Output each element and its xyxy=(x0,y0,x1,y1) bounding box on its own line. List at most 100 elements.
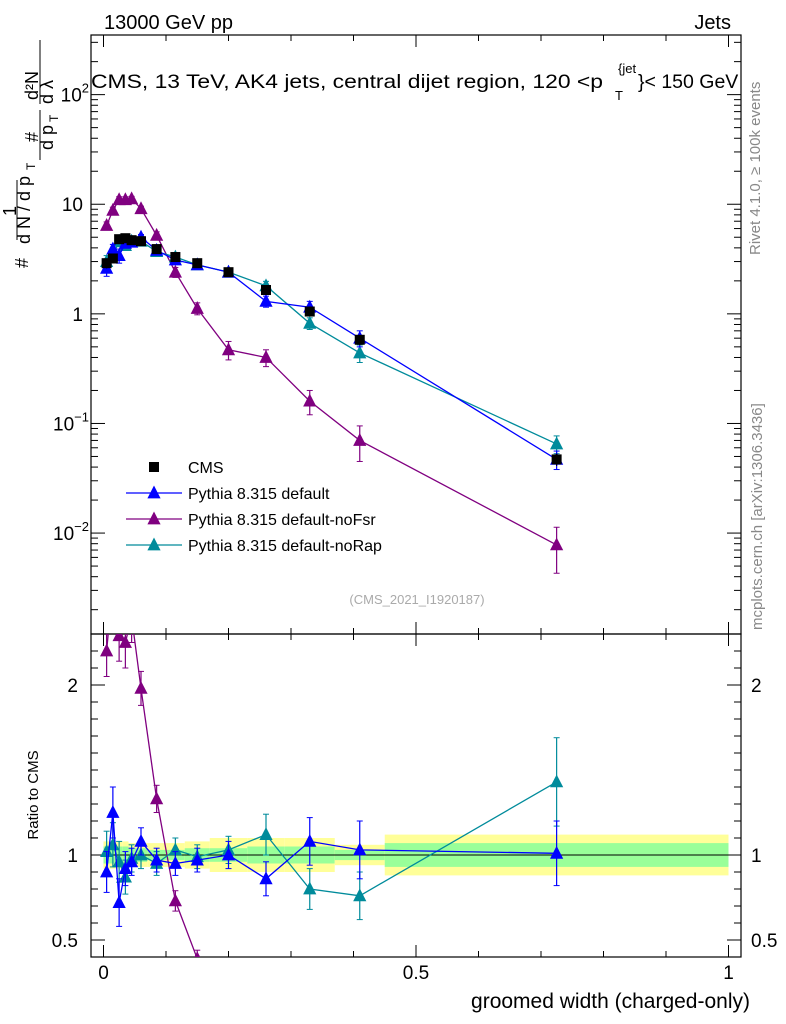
legend-item: Pythia 8.315 default-noFsr xyxy=(126,511,376,529)
data-point xyxy=(190,301,204,314)
data-point xyxy=(134,201,148,215)
data-point xyxy=(223,267,234,278)
ratio-line xyxy=(105,812,557,903)
ratio-series xyxy=(100,786,564,927)
ratio-point xyxy=(222,984,235,997)
data-point xyxy=(151,244,162,255)
svg-text:d λ: d λ xyxy=(37,80,57,104)
data-point xyxy=(168,264,182,278)
ratio-point xyxy=(550,845,564,859)
legend-item: Pythia 8.315 default-noRap xyxy=(126,537,382,555)
data-point xyxy=(221,342,236,356)
y-axis-label-ratio: Ratio to CMS xyxy=(25,750,42,839)
ratio-point xyxy=(190,852,204,866)
ratio-point xyxy=(134,833,148,847)
data-point xyxy=(551,454,562,465)
ratio-line xyxy=(105,634,198,957)
ratio-point xyxy=(168,893,182,907)
data-point xyxy=(106,241,120,255)
x-tick-label: 0 xyxy=(98,963,109,984)
legend-item: Pythia 8.315 default xyxy=(126,485,330,503)
data-point xyxy=(261,285,271,296)
ratio-point xyxy=(112,634,126,642)
x-tick-label: 0.5 xyxy=(403,963,429,984)
ratio-point xyxy=(106,805,120,818)
title-tail: }< 150 GeV xyxy=(638,71,738,93)
series-cms xyxy=(101,233,562,466)
ratio-point xyxy=(194,951,201,957)
data-point xyxy=(303,315,317,329)
ratio-point xyxy=(118,635,132,648)
chart-title: CMS, 13 TeV, AK4 jets, central dijet reg… xyxy=(91,61,738,103)
ratio-point xyxy=(100,643,114,657)
legend-marker xyxy=(149,462,159,472)
ratio-y-tick-label: 1 xyxy=(67,846,78,867)
svg-text:d N / d p: d N / d p xyxy=(14,176,34,244)
ratio-y-tick-label-right: 0.5 xyxy=(751,931,777,952)
data-point xyxy=(353,432,367,446)
data-point xyxy=(550,436,564,450)
ratio-point xyxy=(168,842,182,856)
data-point xyxy=(136,236,146,247)
ratio-y-tick-label-right: 1 xyxy=(751,846,762,867)
ratio-point xyxy=(353,997,366,1010)
legend: CMS Pythia 8.315 default Pythia 8.315 defa… xyxy=(126,460,382,555)
data-point xyxy=(304,306,315,317)
data-point xyxy=(353,345,367,359)
data-point xyxy=(550,537,564,551)
y-tick-label: 1 xyxy=(72,305,83,326)
title-main: CMS, 13 TeV, AK4 jets, central dijet reg… xyxy=(91,71,603,93)
title-sup: {jet xyxy=(618,61,636,76)
x-tick-label: 1 xyxy=(723,963,734,984)
category-label: Jets xyxy=(694,12,731,34)
ratio-point xyxy=(259,977,272,990)
y-tick-label: 10 xyxy=(62,195,83,216)
data-point xyxy=(114,234,125,245)
ratio-y-tick-label: 0.5 xyxy=(52,931,78,952)
ratio-point xyxy=(100,844,114,857)
legend-item: CMS xyxy=(149,460,224,477)
legend-label: Pythia 8.315 default-noRap xyxy=(188,538,382,555)
mcplots-label: mcplots.cern.ch [arXiv:1306.3436] xyxy=(749,403,766,630)
y-tick-label: 10−2 xyxy=(53,519,89,545)
ratio-point xyxy=(125,854,139,868)
ratio-point xyxy=(112,895,126,908)
data-point xyxy=(354,334,365,345)
ratio-point xyxy=(353,888,367,902)
y-tick-label: 10−1 xyxy=(53,409,89,435)
energy-label: 13000 GeV pp xyxy=(104,12,233,34)
legend-marker xyxy=(147,485,161,499)
data-point xyxy=(170,252,181,263)
data-point xyxy=(106,202,120,216)
data-point xyxy=(126,235,137,246)
data-point xyxy=(259,350,273,363)
data-point xyxy=(101,258,112,269)
data-point xyxy=(192,258,203,269)
svg-text:1: 1 xyxy=(0,206,20,216)
ratio-point xyxy=(303,992,316,1005)
legend-label: Pythia 8.315 default-noFsr xyxy=(188,512,376,529)
legend-label: Pythia 8.315 default xyxy=(188,486,330,503)
ratio-point xyxy=(259,827,273,840)
ratio-point xyxy=(118,861,132,874)
svg-text:d p: d p xyxy=(37,125,57,150)
legend-marker xyxy=(147,537,161,551)
ratio-point xyxy=(353,842,367,856)
svg-text:d²N: d²N xyxy=(22,71,42,100)
data-point xyxy=(150,227,164,241)
data-point xyxy=(100,218,114,231)
data-point xyxy=(120,233,131,244)
x-axis-label: groomed width (charged-only) xyxy=(471,990,750,1013)
ratio-point xyxy=(303,833,317,847)
ratio-y-tick-label-right: 2 xyxy=(751,676,762,697)
legend-label: CMS xyxy=(188,460,224,477)
ratio-frame xyxy=(90,633,742,958)
ratio-point xyxy=(134,680,148,694)
svg-text:#: # xyxy=(22,132,42,142)
ratio-point xyxy=(106,576,119,589)
y-tick-label: 102 xyxy=(61,81,89,107)
series-pythia-8-315-default xyxy=(100,229,564,471)
analysis-watermark: (CMS_2021_I1920187) xyxy=(349,592,484,607)
rivet-version-label: Rivet 4.1.0, ≥ 100k events xyxy=(747,82,764,255)
